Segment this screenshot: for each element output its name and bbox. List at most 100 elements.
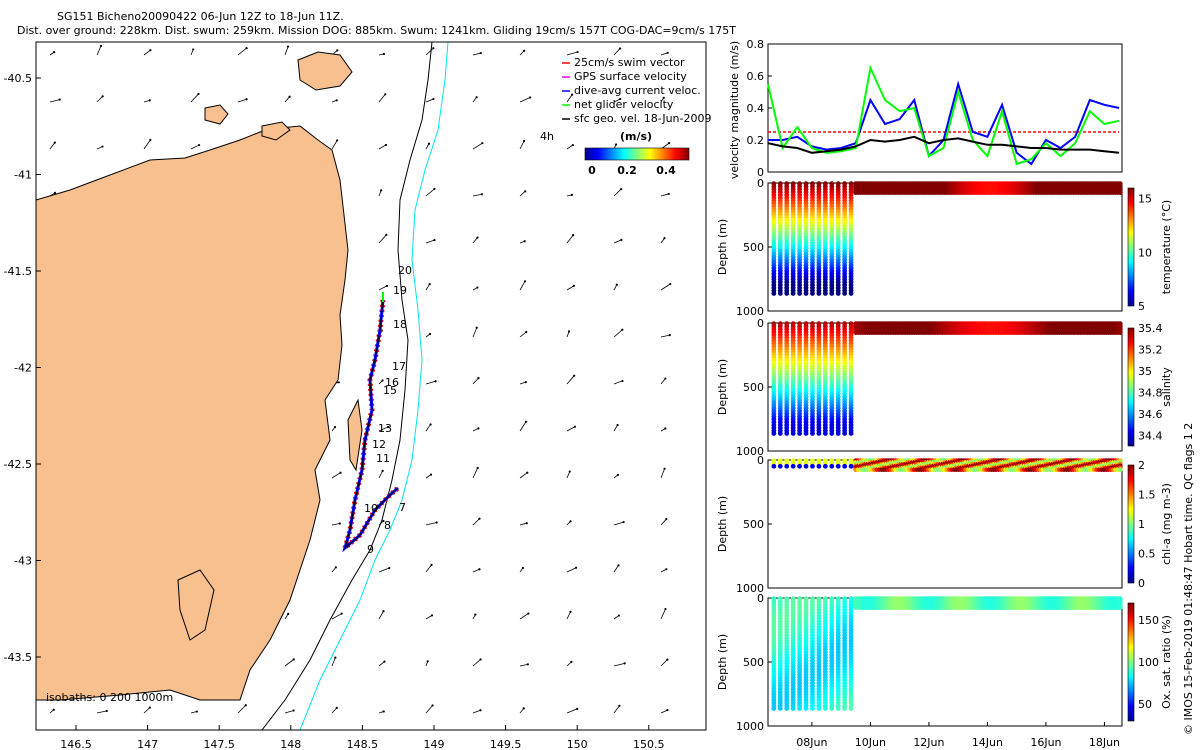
velocity-arrow: [519, 191, 526, 197]
velocity-arrow: [331, 523, 340, 526]
velocity-arrow: [331, 657, 336, 667]
section-point: [835, 431, 841, 436]
isobaths-label: isobaths: 0 200 1000m: [46, 691, 173, 704]
velocity-arrow: [519, 421, 527, 432]
section-axes: [767, 182, 1123, 312]
velocity-arrowhead: [568, 470, 571, 473]
velocity-arrowhead: [617, 564, 620, 567]
section-point: [777, 291, 783, 296]
velocity-arrow: [566, 94, 573, 103]
velocity-arrowhead: [525, 330, 528, 334]
section-point: [1117, 467, 1123, 472]
velocity-arrow: [425, 188, 435, 197]
section-point: [829, 291, 835, 296]
velocity-y-tick-label: 0.8: [747, 38, 765, 51]
section-y-tick-label: 0: [757, 454, 764, 467]
glider-track: [340, 292, 400, 556]
velocity-arrowhead: [524, 420, 528, 423]
velocity-arrow: [519, 472, 528, 479]
velocity-arrow: [519, 140, 525, 150]
velocity-arrow: [613, 705, 620, 714]
velocity-arrowhead: [668, 334, 671, 337]
velocity-arrowhead: [52, 708, 55, 711]
section-point: [803, 431, 809, 436]
velocity-arrow: [237, 47, 247, 56]
legend-label: GPS surface velocity: [574, 70, 687, 83]
velocity-arrow: [143, 49, 151, 56]
velocity-arrowhead: [292, 658, 295, 661]
velocity-arrowhead: [615, 283, 618, 286]
velocity-arrow: [519, 281, 526, 291]
map-colorbar: [584, 147, 690, 161]
map-y-tick-label: -42: [14, 362, 32, 375]
velocity-y-tick-label: 0: [757, 166, 764, 179]
velocity-arrowhead: [523, 240, 526, 243]
section-point: [797, 431, 802, 436]
velocity-arrow: [566, 708, 578, 714]
velocity-arrowhead: [435, 521, 438, 524]
velocity-arrowhead: [428, 282, 431, 286]
velocity-arrowhead: [334, 566, 337, 569]
velocity-arrowhead: [149, 49, 152, 52]
velocity-arrowhead: [338, 522, 341, 525]
velocity-arrow: [425, 522, 437, 526]
velocity-arrow: [284, 659, 295, 667]
velocity-arrow: [378, 234, 387, 244]
velocity-arrow: [613, 565, 619, 573]
section-y-label: Depth (m): [716, 634, 729, 690]
section-colorbar-tick: 15: [1138, 193, 1152, 206]
velocity-arrowhead: [474, 613, 477, 616]
section-point: [810, 463, 815, 469]
velocity-arrow: [472, 568, 480, 573]
velocity-arrowhead: [667, 192, 670, 196]
velocity-arrowhead: [573, 374, 576, 377]
footer-note: © IMOS 15-Feb-2019 01:48:47 Hobart time.…: [1182, 423, 1195, 735]
velocity-arrowhead: [99, 44, 103, 47]
velocity-arrow: [378, 611, 384, 620]
section-y-tick-label: 0: [757, 317, 764, 330]
velocity-arrowhead: [388, 566, 391, 570]
section-colorbar-tick: 100: [1138, 656, 1159, 669]
velocity-arrowhead: [666, 51, 669, 54]
velocity-arrow: [660, 283, 671, 291]
section-point: [784, 706, 790, 711]
day-label: 13: [378, 422, 392, 435]
isobath-1000m: [299, 42, 449, 730]
velocity-arrowhead: [665, 568, 668, 571]
velocity-arrow: [613, 98, 621, 103]
velocity-arrowhead: [339, 471, 342, 474]
velocity-arrowhead: [576, 50, 579, 54]
velocity-arrowhead: [192, 48, 195, 51]
section-colorbar-tick: 2: [1138, 459, 1145, 472]
velocity-arrowhead: [430, 563, 433, 567]
chart-title-line1: SG151 Bicheno20090422 06-Jun 12Z to 18-J…: [57, 10, 344, 23]
section-point: [803, 291, 809, 296]
velocity-arrow: [519, 522, 527, 526]
velocity-arrowhead: [382, 52, 385, 56]
velocity-arrowhead: [336, 49, 339, 52]
velocity-arrow: [331, 140, 338, 150]
map-x-tick-label: 149.5: [490, 738, 522, 750]
map-x-tick-label: 150: [567, 738, 588, 750]
velocity-arrowhead: [149, 138, 152, 142]
velocity-arrowhead: [477, 377, 480, 380]
glider-path: [344, 299, 399, 550]
velocity-arrowhead: [622, 520, 625, 524]
velocity-arrow: [566, 144, 574, 150]
section-colorbar-tick: 0.5: [1138, 548, 1156, 561]
velocity-arrowhead: [663, 237, 666, 240]
velocity-arrow: [613, 662, 625, 667]
section-colorbar-tick: 150: [1138, 614, 1159, 627]
velocity-arrow: [660, 608, 666, 620]
velocity-arrow: [613, 239, 622, 244]
velocity-arrowhead: [525, 522, 528, 525]
section-point: [842, 463, 848, 469]
velocity-arrowhead: [617, 614, 621, 617]
section-colorbar: [1127, 602, 1135, 722]
section-colorbar: [1127, 464, 1135, 584]
section-point: [803, 706, 809, 711]
velocity-arrowhead: [384, 93, 387, 96]
